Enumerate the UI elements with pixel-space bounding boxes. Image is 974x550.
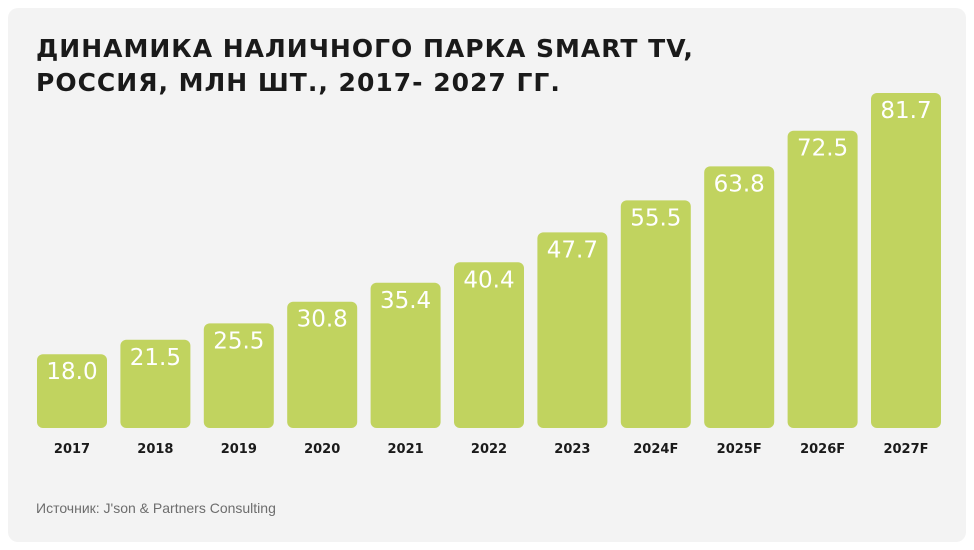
bar-2018 [120, 339, 191, 428]
bar-2019 [203, 323, 274, 428]
value-label-2024F: 55.5 [630, 205, 681, 231]
value-label-2027F: 81.7 [880, 98, 931, 124]
x-tick-label-2018: 2018 [137, 442, 173, 457]
value-label-2026F: 72.5 [797, 136, 848, 162]
x-tick-label-2027F: 2027F [883, 442, 928, 457]
x-tick-label-2023: 2023 [554, 442, 590, 457]
source-note: Источник: J'son & Partners Consulting [36, 500, 276, 516]
x-tick-label-2025F: 2025F [717, 442, 762, 457]
bar-2023 [537, 232, 608, 428]
x-tick-label-2024F: 2024F [633, 442, 678, 457]
value-label-2020: 30.8 [297, 307, 348, 333]
bar-2021 [370, 282, 441, 428]
x-tick-label-2017: 2017 [54, 442, 90, 457]
value-label-2018: 21.5 [130, 345, 181, 371]
x-tick-label-2021: 2021 [388, 442, 424, 457]
value-label-2023: 47.7 [547, 237, 598, 263]
value-label-2022: 40.4 [463, 267, 514, 293]
chart-title-line-1: ДИНАМИКА НАЛИЧНОГО ПАРКА SMART TV, [36, 34, 694, 63]
x-tick-label-2022: 2022 [471, 442, 507, 457]
bar-2022 [454, 262, 524, 428]
value-label-2025F: 63.8 [714, 171, 765, 197]
bar-2017 [37, 354, 107, 428]
value-label-2021: 35.4 [380, 288, 431, 314]
bar-2020 [287, 301, 358, 428]
chart-title-line-2: РОССИЯ, МЛН ШТ., 2017- 2027 ГГ. [36, 68, 561, 97]
chart-title: ДИНАМИКА НАЛИЧНОГО ПАРКА SMART TV, РОССИ… [36, 32, 694, 100]
x-tick-label-2020: 2020 [304, 442, 340, 457]
bar-2025F [704, 166, 775, 428]
x-tick-label-2026F: 2026F [800, 442, 845, 457]
bar-2024F [620, 200, 691, 428]
bar-2026F [787, 130, 858, 428]
value-label-2019: 25.5 [213, 328, 264, 354]
bar-2027F [871, 93, 941, 428]
x-tick-label-2019: 2019 [221, 442, 257, 457]
value-label-2017: 18.0 [46, 359, 97, 385]
